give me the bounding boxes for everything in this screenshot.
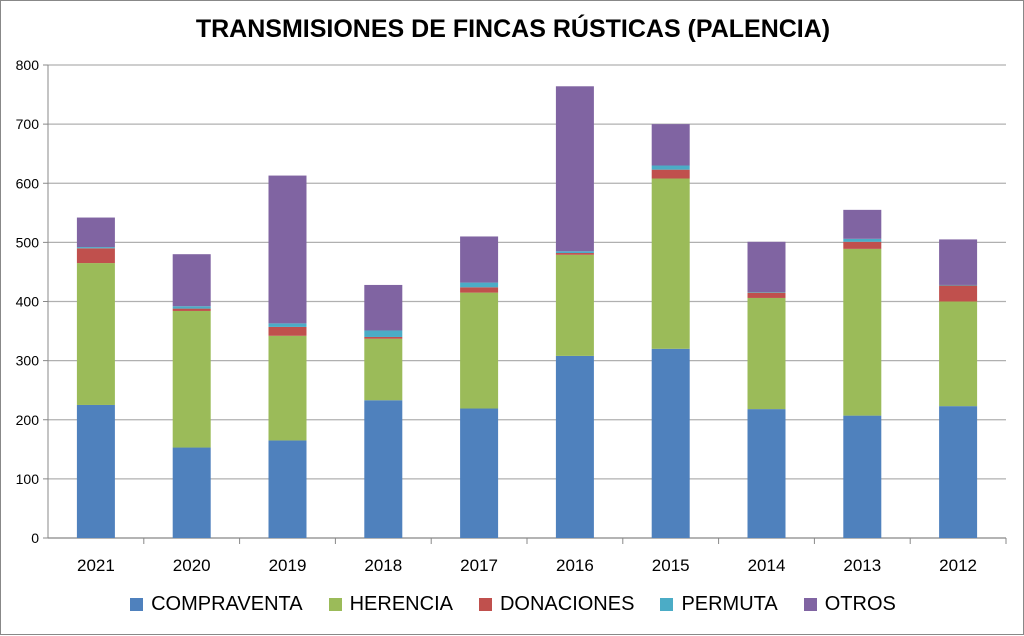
legend: COMPRAVENTA HERENCIA DONACIONES PERMUTA OTRO…	[1, 593, 1024, 616]
bar-permuta-2012	[939, 284, 978, 286]
bar-herencia-2017	[460, 292, 499, 409]
bar-herencia-2016	[555, 254, 594, 356]
legend-swatch	[130, 598, 144, 611]
x-tick-label: 2015	[652, 556, 690, 575]
bar-otros-2021	[76, 217, 115, 248]
x-tick-label: 2016	[556, 556, 594, 575]
x-tick-label: 2013	[843, 556, 881, 575]
x-tick-label: 2020	[173, 556, 211, 575]
bar-otros-2019	[268, 175, 307, 324]
bar-permuta-2019	[268, 323, 307, 327]
x-tick-label: 2014	[748, 556, 786, 575]
bar-otros-2020	[172, 254, 211, 307]
bar-donaciones-2013	[843, 241, 882, 249]
bar-otros-2016	[555, 86, 594, 252]
bar-donaciones-2021	[76, 248, 115, 264]
x-tick-label: 2021	[77, 556, 115, 575]
bar-compraventa-2012	[939, 406, 978, 538]
bar-herencia-2014	[747, 297, 786, 410]
bar-compraventa-2015	[651, 348, 690, 538]
bar-otros-2017	[460, 236, 499, 283]
bar-permuta-2015	[651, 165, 690, 170]
bar-compraventa-2020	[172, 447, 211, 538]
chart-title: TRANSMISIONES DE FINCAS RÚSTICAS (PALENC…	[195, 15, 831, 43]
bar-herencia-2020	[172, 310, 211, 448]
bar-permuta-2016	[555, 251, 594, 254]
bar-compraventa-2017	[460, 408, 499, 538]
bar-herencia-2013	[843, 248, 882, 416]
bar-compraventa-2016	[555, 355, 594, 538]
bar-permuta-2018	[364, 330, 403, 337]
bar-donaciones-2015	[651, 169, 690, 179]
y-tick-label: 100	[16, 471, 40, 487]
y-tick-label: 800	[16, 57, 40, 73]
legend-item: HERENCIA	[328, 593, 453, 616]
bar-herencia-2012	[939, 301, 978, 407]
bar-permuta-2021	[76, 247, 115, 249]
bar-herencia-2015	[651, 178, 690, 349]
bar-otros-2014	[747, 241, 786, 293]
bar-donaciones-2016	[555, 253, 594, 255]
bar-otros-2015	[651, 124, 690, 166]
bar-herencia-2021	[76, 263, 115, 405]
bar-permuta-2017	[460, 282, 499, 288]
legend-swatch	[478, 598, 492, 611]
legend-swatch	[328, 598, 342, 611]
bar-permuta-2013	[843, 238, 882, 242]
y-tick-label: 500	[16, 234, 40, 250]
legend-item: COMPRAVENTA	[130, 593, 303, 616]
x-tick-label: 2017	[460, 556, 498, 575]
bar-herencia-2018	[364, 338, 403, 401]
legend-label: HERENCIA	[349, 593, 453, 615]
bar-donaciones-2020	[172, 308, 211, 311]
legend-item: DONACIONES	[478, 593, 635, 616]
bar-donaciones-2017	[460, 287, 499, 293]
legend-item: OTROS	[803, 593, 896, 616]
bar-compraventa-2021	[76, 404, 115, 538]
y-tick-label: 600	[16, 175, 40, 191]
bar-donaciones-2018	[364, 336, 403, 339]
x-tick-label: 2018	[364, 556, 402, 575]
bar-donaciones-2019	[268, 326, 307, 336]
bar-compraventa-2019	[268, 440, 307, 538]
bar-permuta-2014	[747, 292, 786, 293]
bar-permuta-2020	[172, 306, 211, 309]
legend-label: PERMUTA	[681, 593, 778, 615]
y-tick-label: 200	[16, 412, 40, 428]
bar-otros-2012	[939, 239, 978, 285]
y-tick-label: 700	[16, 116, 40, 132]
x-tick-label: 2012	[939, 556, 977, 575]
legend-label: DONACIONES	[499, 593, 635, 615]
y-tick-label: 0	[31, 530, 39, 546]
y-tick-label: 400	[16, 294, 40, 310]
legend-label: OTROS	[824, 593, 896, 615]
bar-donaciones-2012	[939, 285, 978, 302]
bar-herencia-2019	[268, 335, 307, 441]
legend-swatch	[660, 598, 674, 611]
bar-compraventa-2014	[747, 409, 786, 538]
legend-swatch	[803, 598, 817, 611]
bar-compraventa-2018	[364, 400, 403, 538]
bar-otros-2013	[843, 209, 882, 239]
y-tick-label: 300	[16, 353, 40, 369]
bar-compraventa-2013	[843, 415, 882, 538]
legend-item: PERMUTA	[660, 593, 778, 616]
legend-label: COMPRAVENTA	[151, 593, 303, 615]
bar-otros-2018	[364, 284, 403, 331]
bar-donaciones-2014	[747, 292, 786, 298]
x-tick-label: 2019	[269, 556, 307, 575]
